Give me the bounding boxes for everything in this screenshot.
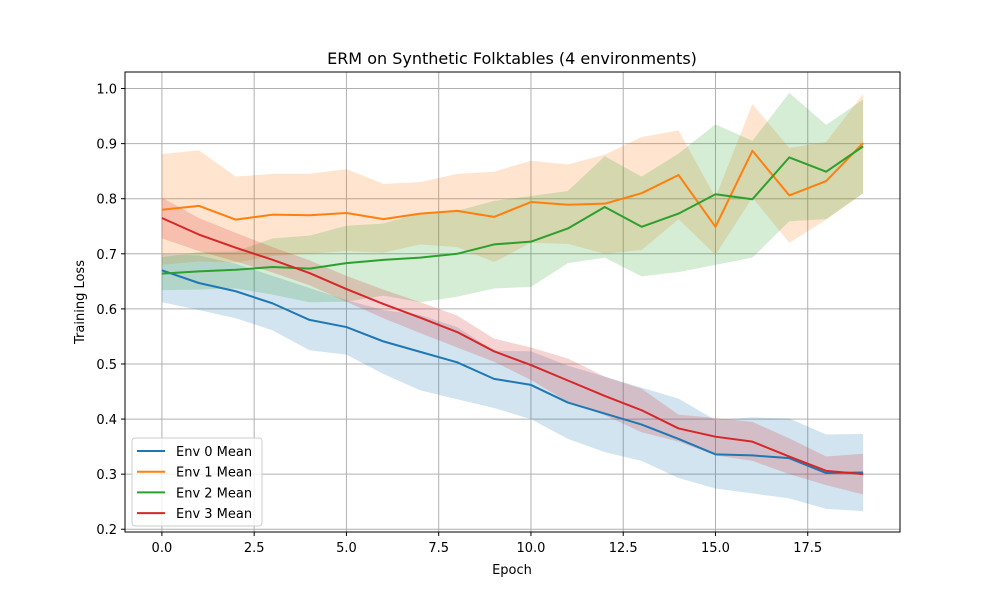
legend-label: Env 0 Mean <box>176 445 252 460</box>
env-3-std-band <box>161 197 864 495</box>
y-tick-label: 0.6 <box>96 303 117 318</box>
legend-label: Env 3 Mean <box>176 507 252 522</box>
env-2-mean-line <box>161 145 864 275</box>
x-axis-label: Epoch <box>492 563 532 578</box>
x-tick-label: 0.0 <box>152 541 173 556</box>
y-tick-label: 0.3 <box>96 468 117 483</box>
legend-label: Env 1 Mean <box>176 466 252 481</box>
y-tick-label: 0.2 <box>96 523 117 538</box>
legend-box <box>131 437 263 527</box>
legend-label: Env 2 Mean <box>176 486 252 501</box>
env-1-std-band <box>161 94 864 265</box>
chart-title: ERM on Synthetic Folktables (4 environme… <box>327 49 697 68</box>
y-tick-label: 0.4 <box>96 413 117 428</box>
x-tick-label: 12.5 <box>609 541 638 556</box>
env-0-mean-line <box>161 269 864 475</box>
y-tick-label: 0.7 <box>96 248 117 263</box>
x-tick-label: 5.0 <box>336 541 357 556</box>
grid <box>125 72 900 532</box>
x-tick-label: 7.5 <box>428 541 449 556</box>
x-tick-label: 2.5 <box>244 541 265 556</box>
y-tick-label: 0.8 <box>96 193 117 208</box>
y-tick-label: 1.0 <box>96 83 117 98</box>
env-2-std-band <box>161 92 864 303</box>
plot-frame <box>124 71 901 533</box>
x-axis-ticks: 0.0 2.5 5.0 7.5 10.0 12.5 15.0 17.5 <box>152 532 822 556</box>
legend: Env 0 Mean Env 1 Mean Env 2 Mean Env 3 Mean <box>131 437 263 527</box>
x-tick-label: 17.5 <box>793 541 822 556</box>
y-tick-label: 0.5 <box>96 358 117 373</box>
x-tick-label: 15.0 <box>701 541 730 556</box>
env-1-mean-line <box>161 142 864 228</box>
y-axis-ticks: 0.2 0.3 0.4 0.5 0.6 0.7 0.8 0.9 1.0 <box>96 83 125 538</box>
series-lines <box>161 142 864 476</box>
env-3-mean-line <box>161 217 864 476</box>
x-tick-label: 10.0 <box>516 541 545 556</box>
y-axis-label: Training Loss <box>73 260 88 345</box>
y-tick-label: 0.9 <box>96 138 117 153</box>
